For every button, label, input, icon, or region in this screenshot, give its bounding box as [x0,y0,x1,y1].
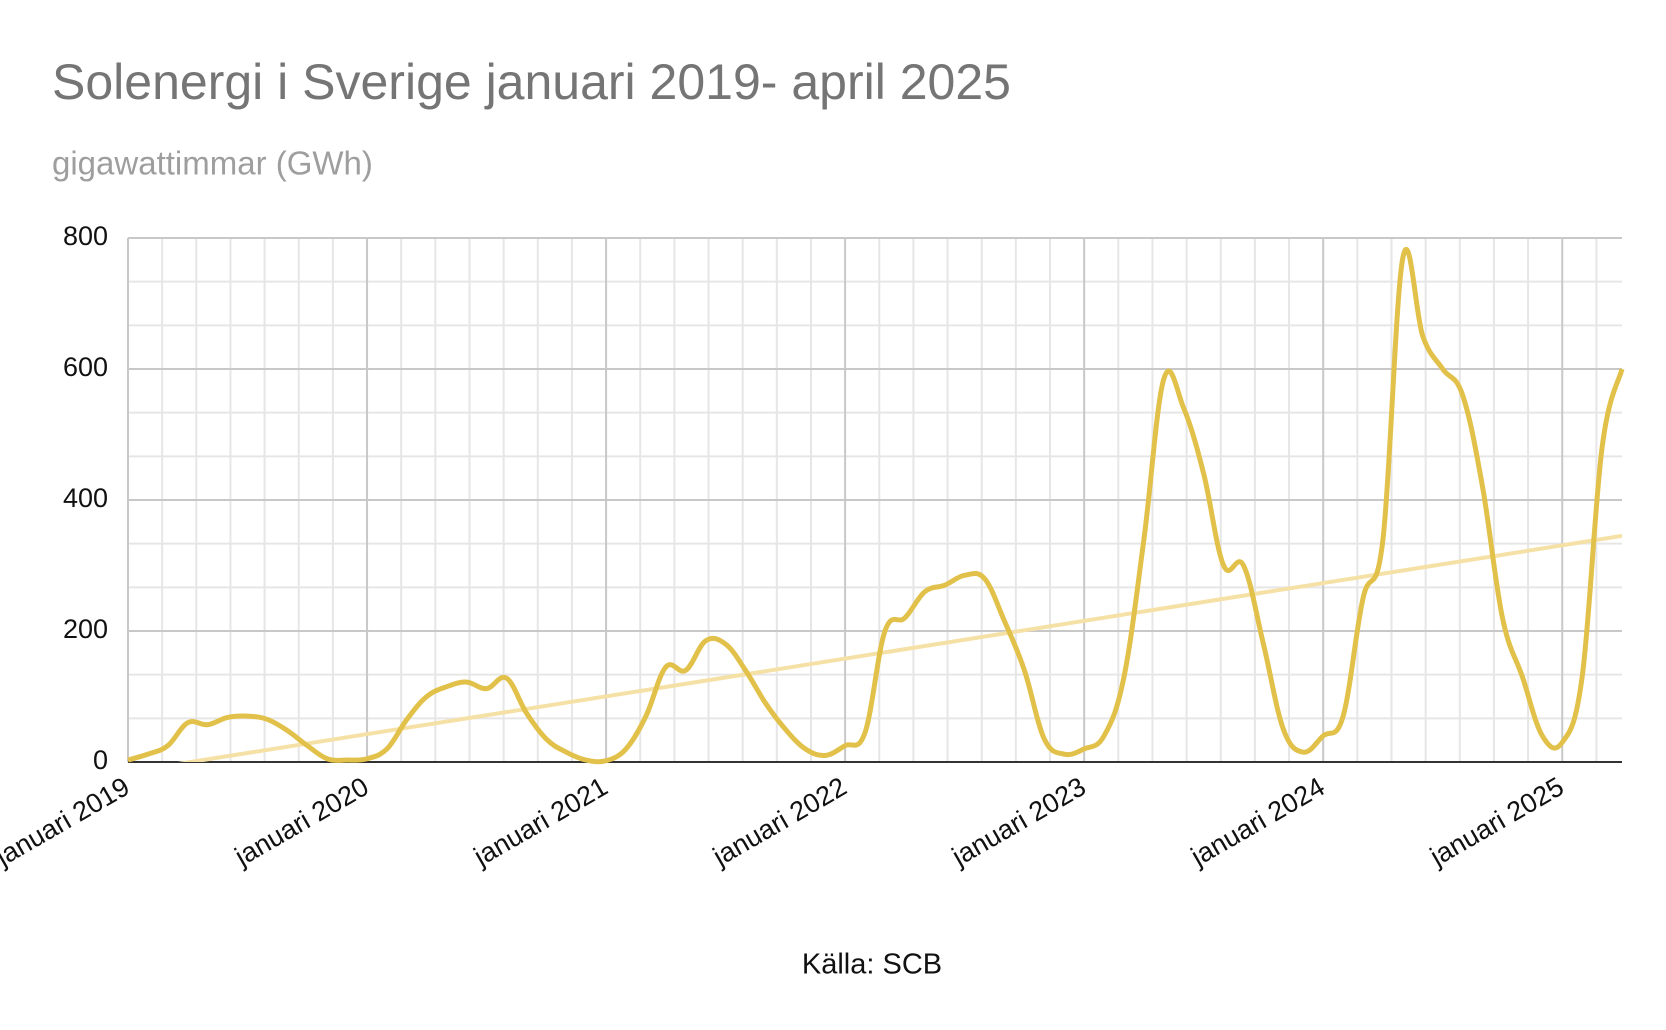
x-tick-label: januari 2025 [1424,771,1569,872]
x-tick-label: januari 2022 [707,771,852,872]
plot-area [127,246,1625,765]
trendline [177,533,1622,762]
y-tick-label: 600 [63,352,108,382]
x-tick-label: januari 2024 [1185,771,1330,872]
x-tick-label: januari 2019 [0,771,135,872]
x-tick-label: januari 2020 [229,771,374,872]
source-note: Källa: SCB [802,949,942,981]
axis-labels: 0 200 400 600 800 januari 2019 januari 2020 jan… [0,221,1569,872]
data-line [127,246,1625,765]
x-tick-label: januari 2021 [468,771,613,872]
chart-subtitle: gigawattimmar (GWh) [52,145,373,182]
chart-title: Solenergi i Sverige januari 2019- april … [52,54,1011,110]
y-tick-label: 0 [93,745,108,775]
x-tick-label: januari 2023 [946,771,1091,872]
y-tick-label: 800 [63,221,108,251]
y-tick-label: 200 [63,614,108,644]
y-tick-label: 400 [63,483,108,513]
grid [127,237,1622,763]
